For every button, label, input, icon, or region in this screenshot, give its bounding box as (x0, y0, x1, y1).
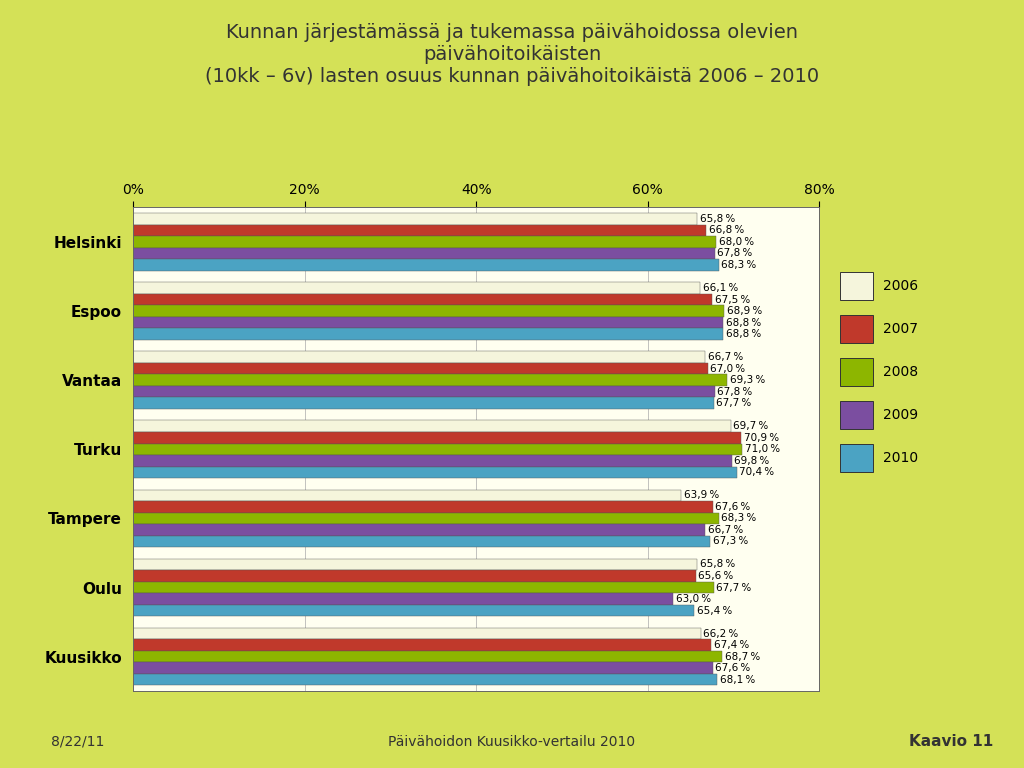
Text: 68,8 %: 68,8 % (726, 317, 761, 328)
Text: 2010: 2010 (883, 451, 918, 465)
Text: 68,9 %: 68,9 % (727, 306, 762, 316)
Bar (133, 536, 711, 547)
Text: 8/22/11: 8/22/11 (51, 735, 104, 749)
Text: 63,0 %: 63,0 % (676, 594, 711, 604)
Text: 66,7 %: 66,7 % (708, 352, 743, 362)
Text: 67,8 %: 67,8 % (717, 386, 753, 397)
Text: 69,7 %: 69,7 % (733, 421, 769, 432)
Bar (133, 237, 717, 248)
Text: 65,4 %: 65,4 % (696, 605, 732, 616)
Bar (133, 651, 722, 662)
Text: 67,3 %: 67,3 % (713, 536, 749, 547)
Bar (133, 628, 700, 639)
Bar (133, 593, 674, 605)
Text: 66,1 %: 66,1 % (702, 283, 738, 293)
Bar (133, 444, 742, 455)
Bar (133, 294, 712, 306)
Bar (133, 662, 713, 674)
Text: 67,0 %: 67,0 % (711, 363, 745, 374)
Bar (133, 605, 694, 616)
Text: 63,9 %: 63,9 % (684, 490, 719, 501)
Bar (133, 375, 727, 386)
Bar (133, 639, 711, 651)
Bar (133, 674, 717, 685)
Bar (133, 432, 741, 444)
Text: 67,8 %: 67,8 % (717, 248, 753, 259)
Bar (133, 559, 697, 570)
Bar (133, 421, 731, 432)
FancyBboxPatch shape (840, 444, 873, 472)
Bar (133, 398, 714, 409)
Text: 68,1 %: 68,1 % (720, 674, 755, 685)
Bar (133, 225, 706, 237)
Text: 65,8 %: 65,8 % (700, 214, 735, 224)
Text: 69,8 %: 69,8 % (734, 455, 770, 466)
Text: 65,8 %: 65,8 % (700, 559, 735, 570)
Text: Kaavio 11: Kaavio 11 (909, 733, 993, 749)
Text: 2008: 2008 (883, 365, 918, 379)
Bar (133, 513, 719, 525)
Bar (133, 582, 714, 593)
Text: 67,7 %: 67,7 % (717, 582, 752, 593)
Bar (133, 525, 706, 536)
Text: 69,3 %: 69,3 % (730, 375, 765, 386)
Text: 2009: 2009 (883, 408, 918, 422)
Bar (133, 260, 719, 271)
Bar (133, 248, 715, 260)
Bar (133, 386, 715, 398)
Text: Kunnan järjestämässä ja tukemassa päivähoidossa olevien
päivähoitoikäisten
(10kk: Kunnan järjestämässä ja tukemassa päiväh… (205, 23, 819, 86)
Bar (133, 502, 713, 513)
Text: 71,0 %: 71,0 % (744, 444, 779, 455)
FancyBboxPatch shape (840, 315, 873, 343)
Text: 65,6 %: 65,6 % (698, 571, 733, 581)
Text: 2006: 2006 (883, 279, 918, 293)
Bar (133, 306, 724, 317)
Text: 68,7 %: 68,7 % (725, 651, 760, 662)
Text: 66,2 %: 66,2 % (703, 628, 738, 639)
Bar (133, 455, 732, 467)
Bar (133, 363, 708, 375)
Text: 68,3 %: 68,3 % (722, 513, 757, 524)
FancyBboxPatch shape (840, 401, 873, 429)
Text: 70,4 %: 70,4 % (739, 467, 774, 478)
Text: 67,6 %: 67,6 % (716, 663, 751, 674)
FancyBboxPatch shape (840, 272, 873, 300)
Text: 67,6 %: 67,6 % (716, 502, 751, 512)
Bar (133, 214, 697, 225)
Bar (133, 329, 723, 340)
FancyBboxPatch shape (840, 358, 873, 386)
Bar (133, 467, 737, 478)
Bar (133, 352, 706, 363)
Text: Päivähoidon Kuusikko-vertailu 2010: Päivähoidon Kuusikko-vertailu 2010 (388, 735, 636, 749)
Bar (133, 283, 700, 294)
Text: 66,7 %: 66,7 % (708, 525, 743, 535)
Text: 67,4 %: 67,4 % (714, 640, 749, 650)
Bar (133, 490, 681, 502)
Text: 2007: 2007 (883, 322, 918, 336)
Text: 67,7 %: 67,7 % (717, 398, 752, 409)
Text: 68,3 %: 68,3 % (722, 260, 757, 270)
Bar (133, 570, 695, 582)
Text: 70,9 %: 70,9 % (743, 432, 779, 443)
Bar (133, 317, 723, 329)
Text: 67,5 %: 67,5 % (715, 294, 750, 305)
Text: 68,0 %: 68,0 % (719, 237, 754, 247)
Text: 68,8 %: 68,8 % (726, 329, 761, 339)
Text: 66,8 %: 66,8 % (709, 225, 743, 236)
